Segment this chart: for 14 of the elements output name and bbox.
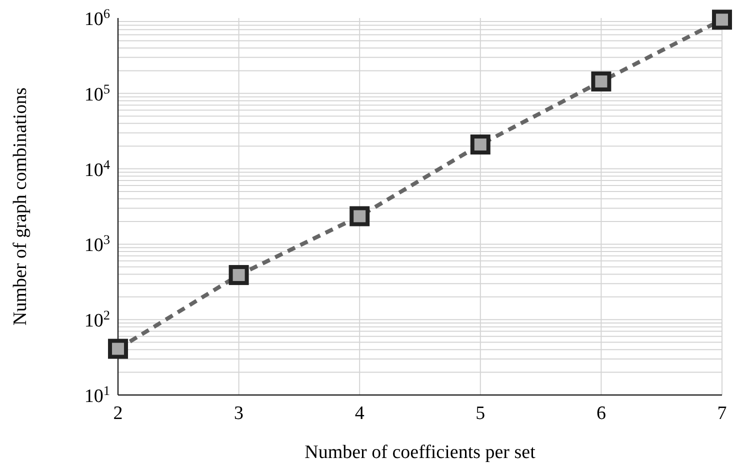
x-tick-label: 3 (234, 403, 244, 424)
y-tick-label: 10$^{2}$ (84, 307, 110, 332)
y-tick-label: 10$^{3}$ (84, 232, 110, 256)
y-tick-label: 10$^{1}$ (84, 382, 110, 407)
y-tick-label: 10$^{6}$ (84, 6, 110, 30)
x-tick-label: 5 (476, 403, 486, 424)
x-tick-label: 6 (596, 403, 606, 424)
x-tick-label: 2 (113, 403, 123, 424)
x-tick-label: 7 (717, 403, 727, 424)
y-axis-title: Number of graph combinations (10, 88, 31, 326)
y-tick-label: 10$^{4}$ (84, 156, 110, 181)
x-axis-title: Number of coefficients per set (304, 442, 536, 463)
y-tick-label: 10$^{5}$ (84, 80, 110, 106)
x-tick-label: 4 (354, 403, 365, 424)
